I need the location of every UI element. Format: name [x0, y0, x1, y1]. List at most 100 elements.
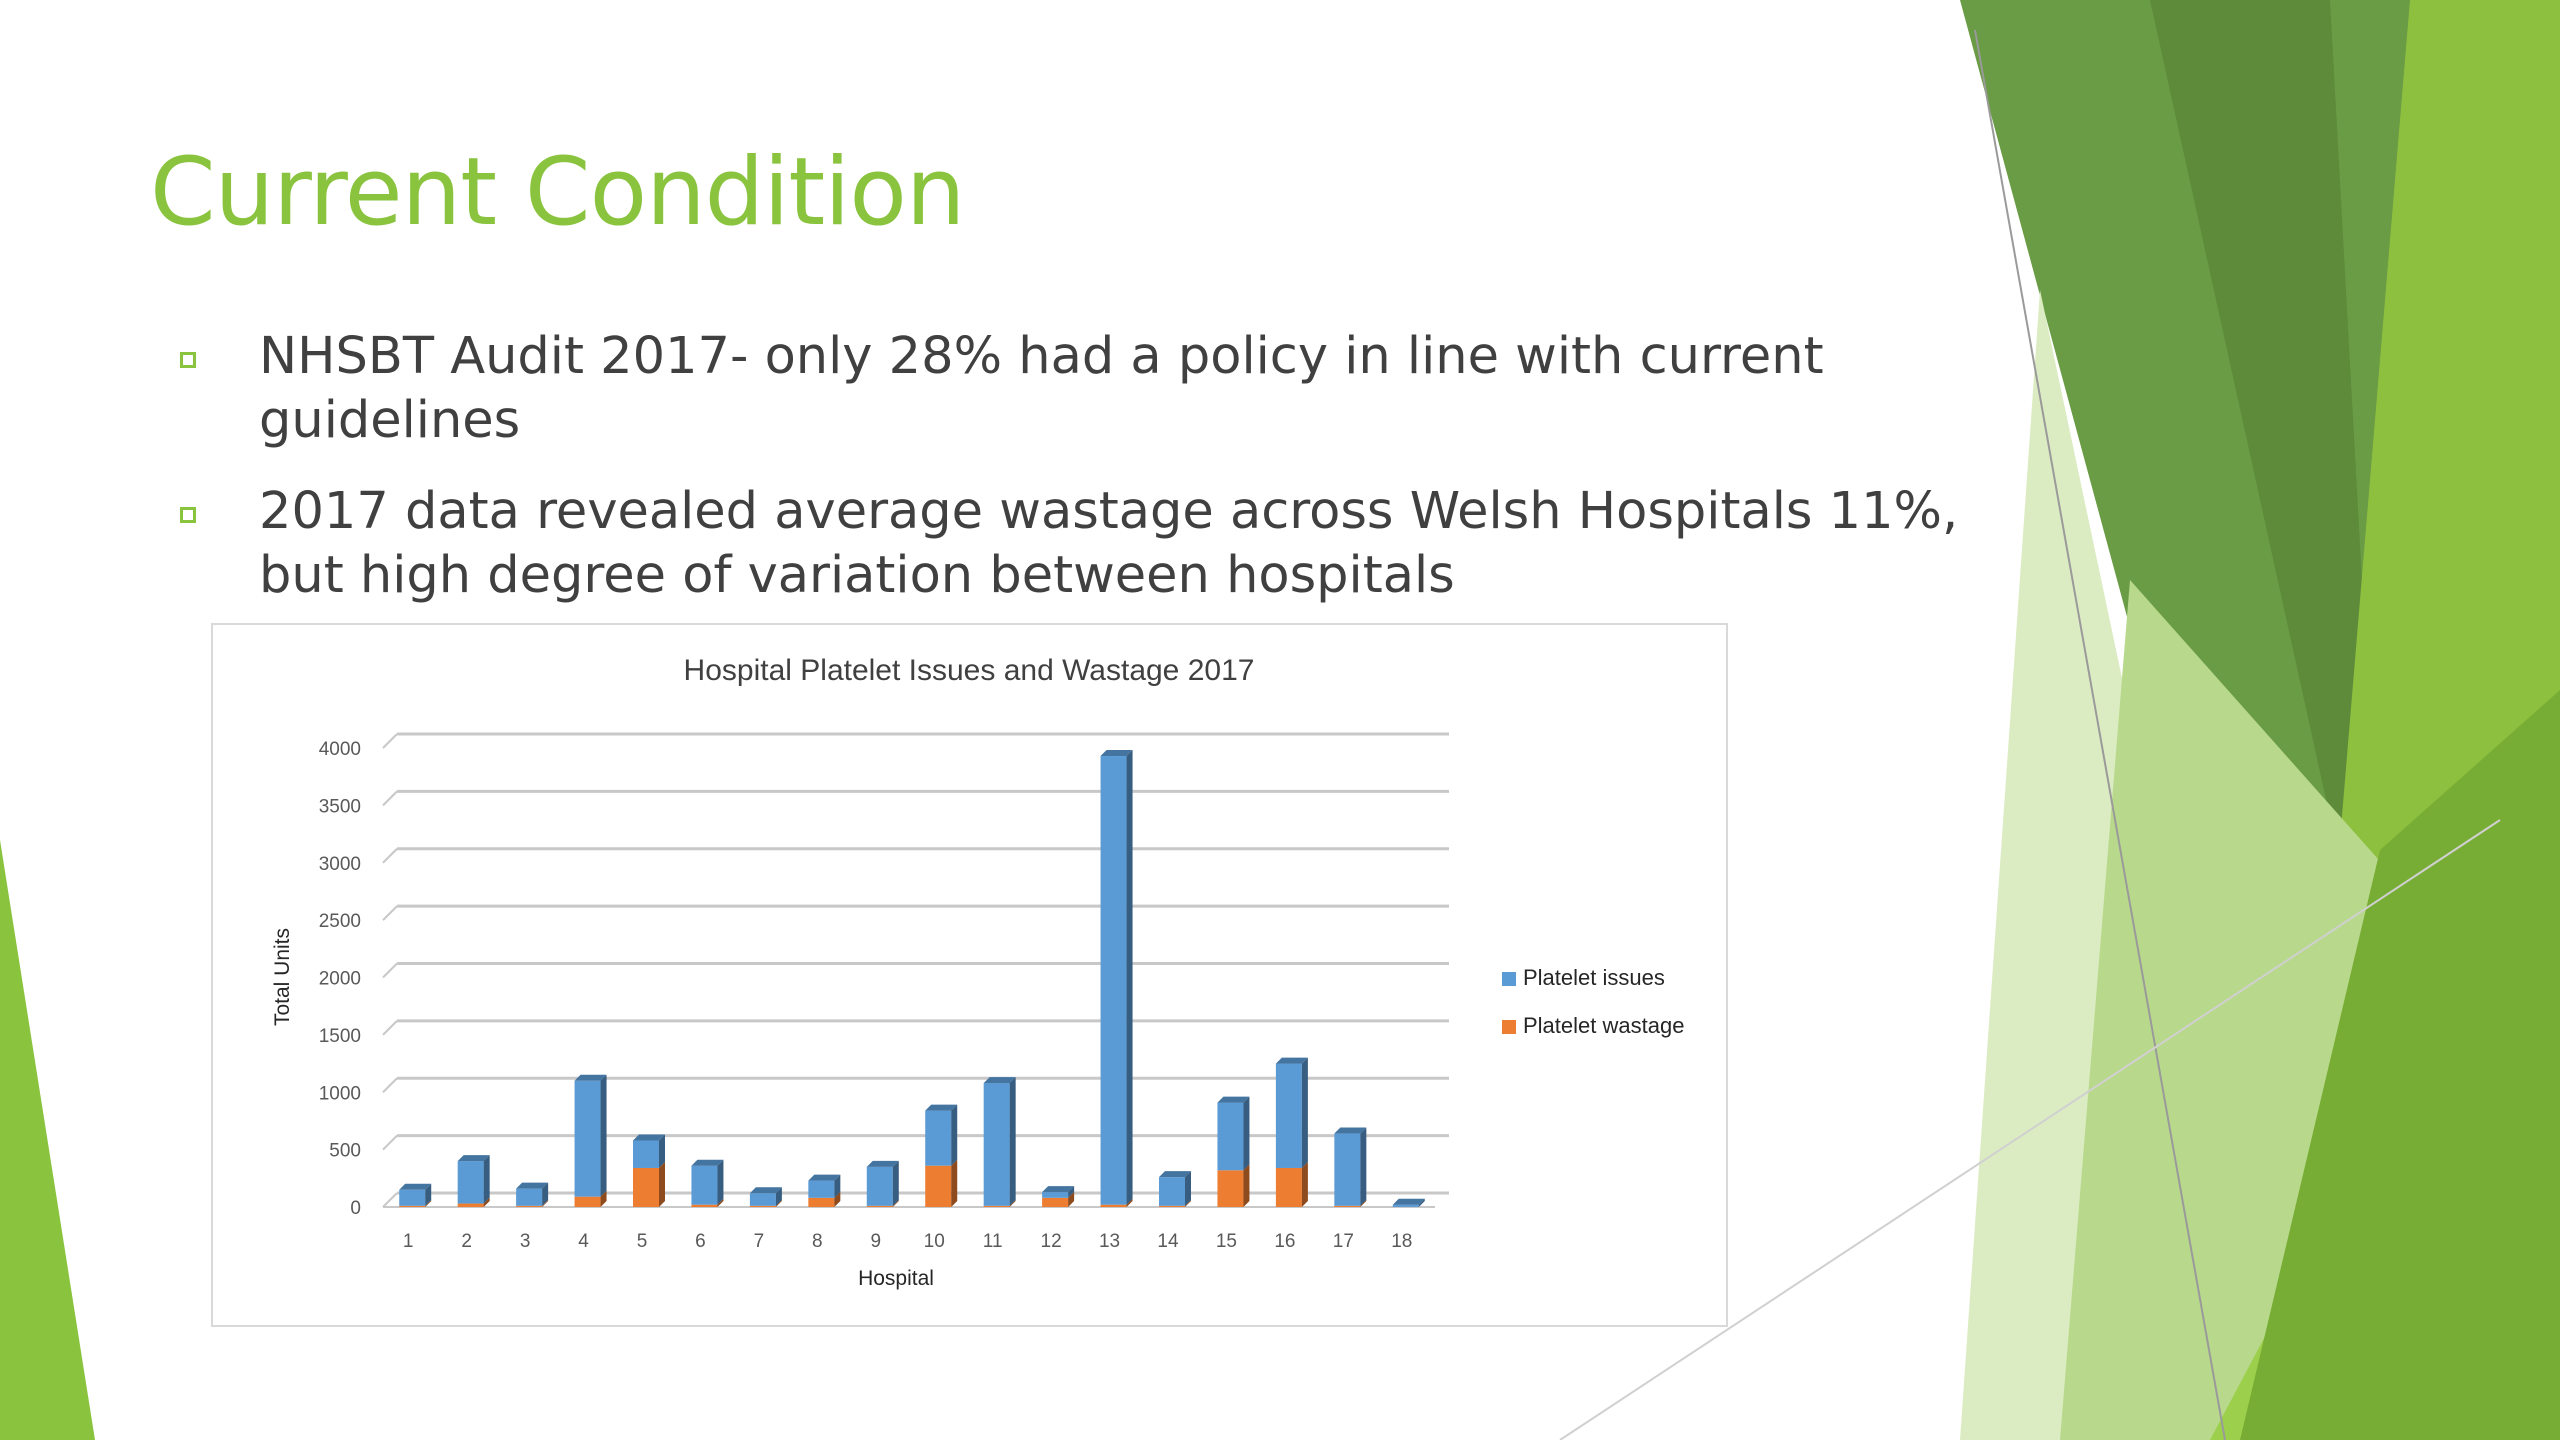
- y-axis-label: Total Units: [271, 928, 294, 1026]
- bar-side: [717, 1198, 724, 1207]
- bar-side: [542, 1199, 549, 1207]
- bar-top: [983, 1077, 1016, 1084]
- bg-shape: [2240, 690, 2560, 1440]
- bar-platelet-issues: [1275, 1063, 1302, 1168]
- bar-side: [1418, 1198, 1425, 1207]
- bar-platelet-wastage: [749, 1205, 776, 1207]
- bar-platelet-issues: [457, 1161, 484, 1204]
- bar-platelet-wastage: [1217, 1170, 1244, 1207]
- bullet-item: 2017 data revealed average wastage acros…: [175, 480, 1975, 608]
- bar-side: [1360, 1127, 1367, 1206]
- x-tick-label: 9: [870, 1231, 881, 1252]
- bullet-list: NHSBT Audit 2017- only 28% had a policy …: [175, 325, 1975, 635]
- bar-side: [834, 1191, 841, 1207]
- x-tick-label: 12: [1041, 1231, 1062, 1252]
- bar-platelet-issues: [749, 1193, 776, 1206]
- bar-platelet-issues: [1159, 1177, 1185, 1206]
- bar-side: [1243, 1164, 1250, 1207]
- bar-side: [717, 1159, 724, 1205]
- bar-platelet-wastage: [574, 1196, 601, 1207]
- bar-side: [600, 1190, 607, 1207]
- bar-side: [1301, 1161, 1308, 1207]
- gridline-depth: [382, 790, 398, 807]
- bar-platelet-wastage: [983, 1205, 1010, 1207]
- bar-platelet-wastage: [808, 1197, 835, 1207]
- x-axis-label: Hospital: [858, 1267, 934, 1290]
- legend-label: Platelet wastage: [1523, 1013, 1684, 1038]
- bar-side: [483, 1197, 490, 1207]
- x-tick-label: 14: [1157, 1231, 1179, 1252]
- bar-platelet-issues: [866, 1166, 893, 1206]
- bar-side: [600, 1074, 607, 1197]
- bar-platelet-issues: [1334, 1133, 1361, 1206]
- bar-side: [542, 1182, 549, 1206]
- bar-side: [1126, 750, 1133, 1205]
- bar-side: [659, 1134, 665, 1168]
- bg-line: [1974, 29, 2226, 1440]
- y-tick-label: 1000: [319, 1083, 361, 1104]
- x-tick-label: 3: [520, 1231, 531, 1252]
- gridline-depth: [382, 1020, 398, 1036]
- bar-side: [775, 1187, 782, 1206]
- bar-side: [1185, 1171, 1191, 1206]
- x-tick-label: 5: [637, 1231, 648, 1252]
- bar-platelet-issues: [808, 1180, 835, 1198]
- bar-top: [925, 1104, 958, 1111]
- bar-side: [892, 1160, 899, 1206]
- y-tick-label: 500: [329, 1141, 361, 1162]
- gridline-depth: [382, 848, 398, 864]
- gridline-depth: [382, 1134, 398, 1151]
- bg-line: [1559, 819, 2501, 1440]
- bar-top: [1217, 1096, 1250, 1103]
- bar-platelet-wastage: [516, 1205, 543, 1207]
- bar-side: [1068, 1186, 1075, 1198]
- bar-platelet-wastage: [399, 1205, 426, 1207]
- bar-platelet-wastage: [457, 1203, 484, 1207]
- bar-top: [1159, 1171, 1191, 1178]
- bullet-marker-icon: [180, 507, 196, 523]
- gridline-depth: [382, 733, 398, 749]
- bar-platelet-issues: [633, 1140, 659, 1168]
- legend-label: Platelet issues: [1523, 965, 1665, 990]
- bar-platelet-issues: [1217, 1102, 1244, 1171]
- bar-side: [1126, 1198, 1133, 1207]
- bar-side: [951, 1104, 958, 1166]
- y-tick-label: 2000: [319, 969, 361, 990]
- bar-top: [808, 1174, 841, 1181]
- bar-chart: Hospital Platelet Issues and Wastage 201…: [271, 654, 1684, 1290]
- x-tick-label: 10: [924, 1231, 945, 1252]
- bar-platelet-wastage: [1159, 1205, 1185, 1207]
- x-tick-label: 2: [461, 1231, 472, 1252]
- gridline-depth: [382, 1077, 398, 1093]
- gridline-depth: [382, 1192, 398, 1208]
- bar-side: [425, 1183, 432, 1206]
- bar-top: [1100, 750, 1133, 757]
- slide-title: Current Condition: [150, 138, 965, 247]
- bar-platelet-wastage: [925, 1165, 952, 1207]
- y-tick-label: 0: [350, 1198, 361, 1219]
- x-tick-label: 13: [1099, 1231, 1120, 1252]
- bar-top: [749, 1187, 782, 1194]
- bar-top: [1334, 1127, 1367, 1134]
- bar-platelet-issues: [691, 1165, 718, 1205]
- y-tick-label: 1500: [319, 1026, 361, 1047]
- bar-top: [574, 1074, 607, 1081]
- bar-top: [457, 1155, 490, 1162]
- bar-side: [951, 1159, 958, 1207]
- x-tick-label: 11: [983, 1231, 1003, 1252]
- bar-platelet-issues: [925, 1110, 952, 1166]
- bar-top: [633, 1134, 665, 1141]
- x-tick-label: 16: [1274, 1231, 1295, 1252]
- bar-side: [1360, 1199, 1367, 1207]
- bar-platelet-issues: [1392, 1204, 1419, 1207]
- chart-container: Hospital Platelet Issues and Wastage 201…: [211, 623, 1728, 1327]
- x-tick-label: 8: [812, 1231, 823, 1252]
- bullet-item: NHSBT Audit 2017- only 28% had a policy …: [175, 325, 1975, 453]
- bar-side: [425, 1199, 432, 1207]
- bar-side: [834, 1174, 841, 1198]
- bar-side: [1068, 1191, 1075, 1207]
- x-tick-label: 7: [754, 1231, 765, 1252]
- bar-side: [892, 1199, 899, 1207]
- bar-top: [866, 1160, 899, 1167]
